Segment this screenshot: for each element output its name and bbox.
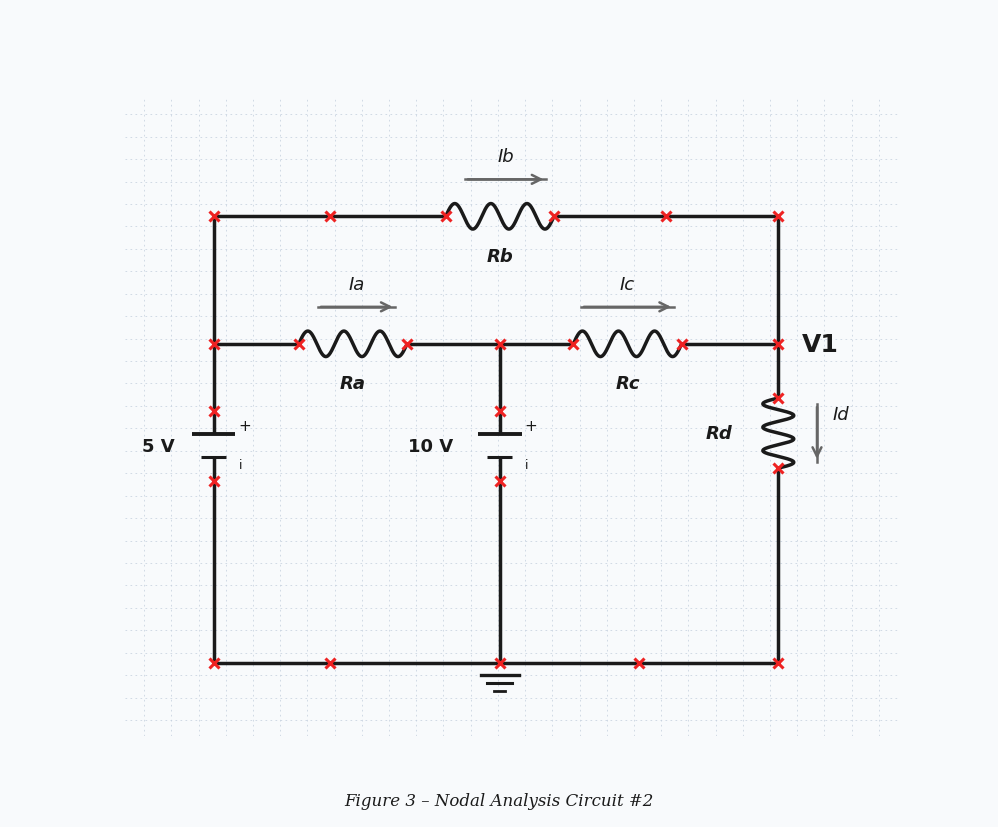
Text: 10 V: 10 V (408, 437, 453, 456)
Text: Ra: Ra (340, 375, 366, 393)
Text: Ic: Ic (620, 275, 635, 294)
Text: Ia: Ia (348, 275, 365, 294)
Text: i: i (525, 459, 528, 472)
Text: Id: Id (832, 405, 849, 423)
Text: Rd: Rd (706, 424, 732, 442)
Text: Rc: Rc (615, 375, 640, 393)
Text: 5 V: 5 V (143, 437, 175, 456)
Text: +: + (525, 418, 537, 433)
Text: i: i (239, 459, 242, 472)
Text: Figure 3 – Nodal Analysis Circuit #2: Figure 3 – Nodal Analysis Circuit #2 (344, 791, 654, 809)
Text: Ib: Ib (497, 148, 514, 166)
Text: +: + (239, 418, 251, 433)
Text: V1: V1 (801, 332, 838, 356)
Text: Rb: Rb (486, 247, 513, 265)
